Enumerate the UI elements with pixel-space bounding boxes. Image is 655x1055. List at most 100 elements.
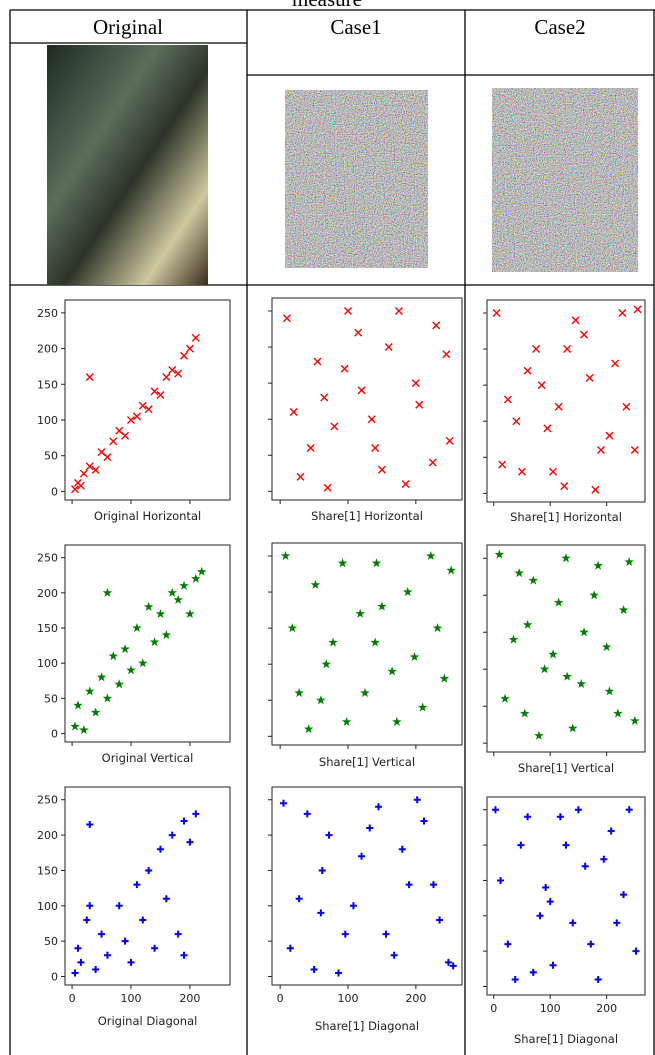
point	[161, 630, 172, 640]
point	[139, 916, 147, 924]
marker-shape	[563, 345, 572, 354]
column-header: Original	[93, 15, 163, 39]
point	[542, 884, 550, 892]
point	[167, 587, 178, 597]
point	[286, 944, 294, 952]
marker-shape	[568, 723, 578, 733]
point	[349, 902, 357, 910]
plot-frame	[64, 544, 231, 743]
marker-shape	[524, 813, 532, 821]
point	[402, 587, 413, 597]
point	[580, 330, 589, 339]
marker-shape	[109, 437, 118, 446]
point	[371, 444, 380, 453]
point	[633, 305, 642, 314]
point	[344, 306, 352, 315]
marker-shape	[611, 359, 620, 368]
marker-shape	[574, 806, 582, 814]
point	[503, 395, 512, 404]
point	[411, 379, 420, 388]
point	[191, 573, 201, 583]
point	[186, 838, 194, 846]
marker-shape	[126, 665, 136, 675]
point	[604, 686, 615, 696]
marker-shape	[360, 688, 370, 698]
plot-frame	[271, 297, 463, 501]
point	[549, 961, 557, 969]
marker-shape	[594, 975, 602, 983]
point	[127, 416, 135, 424]
marker-shape	[149, 637, 160, 647]
point	[174, 369, 183, 378]
marker-shape	[446, 565, 456, 575]
point	[548, 649, 558, 659]
point	[601, 642, 612, 652]
marker-shape	[371, 444, 380, 453]
marker-shape	[173, 594, 183, 604]
marker-shape	[132, 412, 141, 421]
marker-shape	[411, 379, 420, 388]
point	[337, 558, 348, 568]
point	[156, 845, 164, 853]
point	[355, 608, 365, 618]
point	[398, 845, 406, 853]
point	[150, 387, 159, 396]
point	[528, 575, 539, 585]
marker-shape	[430, 881, 437, 889]
marker-shape	[432, 623, 443, 633]
point	[585, 373, 594, 382]
marker-shape	[358, 852, 366, 860]
point	[445, 436, 454, 445]
marker-shape	[405, 881, 413, 889]
marker-shape	[415, 400, 424, 409]
marker-shape	[71, 969, 79, 977]
point	[354, 328, 363, 337]
point	[409, 651, 420, 662]
point	[73, 700, 83, 710]
marker-shape	[77, 958, 85, 966]
point	[370, 637, 380, 647]
point	[306, 444, 315, 453]
plot-frame	[486, 544, 646, 753]
marker-shape	[491, 806, 499, 814]
marker-shape	[144, 405, 153, 414]
point	[500, 693, 510, 703]
point	[121, 937, 129, 945]
marker-shape	[508, 634, 519, 644]
point	[325, 831, 333, 839]
x-axis-label: Share[1] Vertical	[319, 755, 415, 769]
marker-shape	[295, 895, 303, 903]
point	[446, 565, 456, 575]
marker-shape	[102, 587, 113, 597]
point	[191, 333, 200, 342]
point	[133, 881, 141, 889]
marker-shape	[168, 831, 176, 839]
point	[103, 453, 112, 462]
marker-shape	[91, 466, 100, 474]
marker-shape	[310, 965, 318, 973]
point	[497, 876, 505, 884]
marker-shape	[601, 642, 612, 652]
marker-shape	[534, 730, 544, 740]
marker-shape	[382, 930, 390, 938]
point	[90, 707, 101, 717]
point	[280, 799, 288, 807]
point	[366, 824, 374, 832]
point	[522, 619, 533, 629]
marker-shape	[103, 951, 111, 959]
point	[371, 558, 382, 568]
point	[77, 958, 85, 966]
point	[546, 898, 554, 906]
point	[296, 472, 305, 481]
point	[405, 881, 413, 889]
marker-shape	[180, 817, 188, 825]
marker-shape	[114, 679, 124, 689]
point	[320, 393, 329, 402]
marker-shape	[593, 560, 603, 570]
marker-shape	[432, 321, 441, 330]
share-image	[285, 90, 428, 268]
point	[600, 855, 608, 863]
marker-shape	[306, 444, 315, 453]
point	[594, 975, 602, 983]
point	[514, 568, 524, 578]
